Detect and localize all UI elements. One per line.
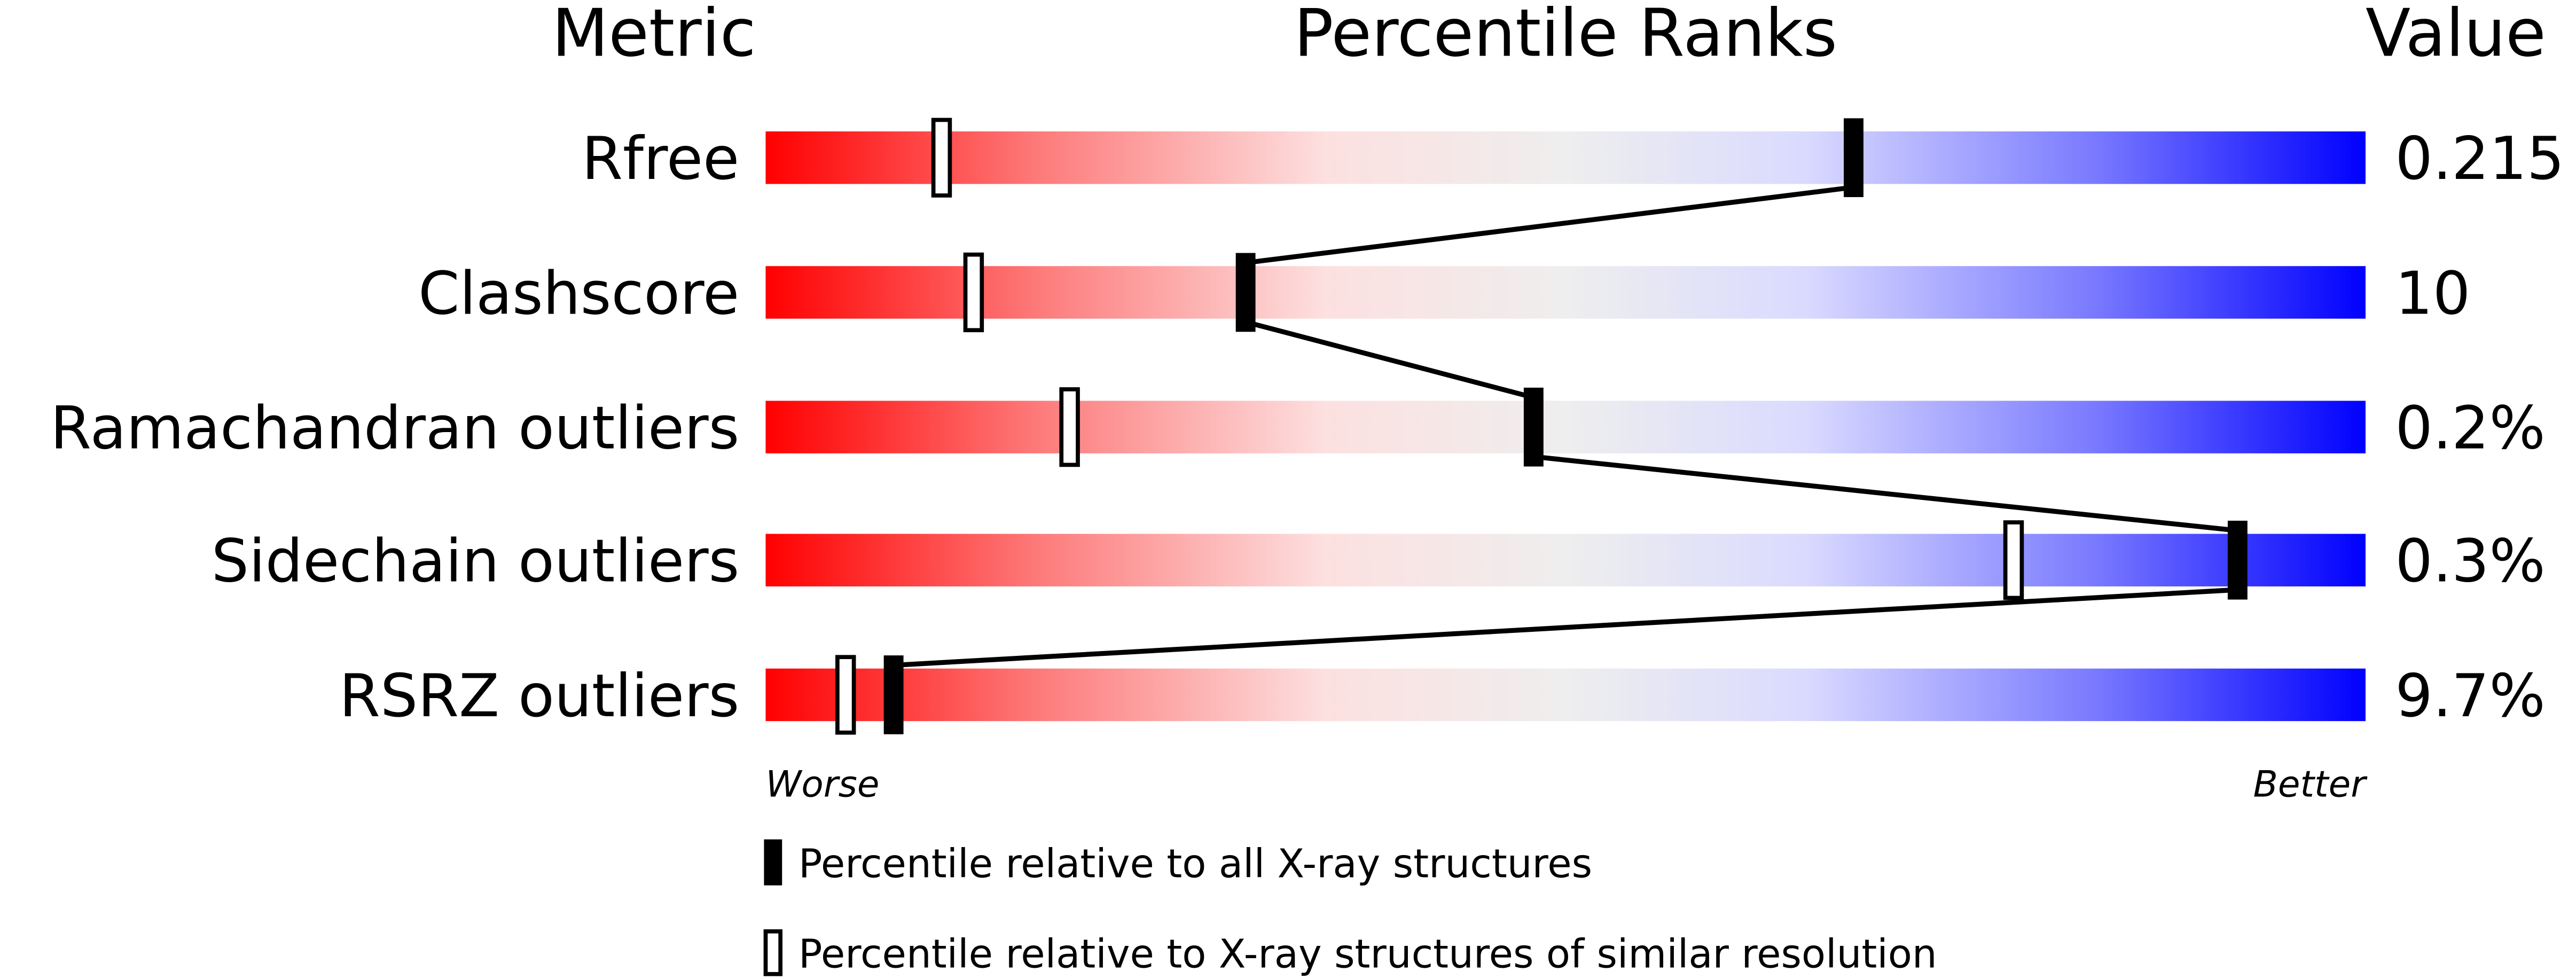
similar-resolution-marker (1059, 387, 1080, 467)
similar-resolution-marker (835, 655, 856, 735)
all-structures-marker (1523, 387, 1544, 467)
similar-resolution-marker (931, 118, 952, 198)
metric-label: Sidechain outliers (212, 527, 740, 596)
legend-all-label: Percentile relative to all X-ray structu… (798, 841, 1592, 887)
similar-resolution-marker (963, 252, 984, 333)
header-metric: Metric (552, 0, 756, 72)
axis-better-label: Better (2253, 763, 2368, 805)
metric-value: 9.7% (2395, 662, 2545, 731)
metric-value: 10 (2395, 259, 2470, 328)
all-structures-marker (883, 655, 904, 734)
percentile-bar (765, 534, 2366, 586)
metric-value: 0.2% (2395, 394, 2545, 463)
metric-label: Clashscore (418, 259, 739, 328)
percentile-bar (765, 131, 2366, 184)
metric-label: RSRZ outliers (339, 662, 739, 731)
all-structures-marker (1844, 118, 1864, 198)
metric-label: Ramachandran outliers (50, 394, 739, 463)
metric-value: 0.215 (2395, 124, 2564, 193)
legend-similar-label: Percentile relative to X-ray structures … (798, 931, 1937, 977)
all-structures-marker (2227, 520, 2248, 600)
header-percentile-ranks: Percentile Ranks (1294, 0, 1837, 72)
metric-label: Rfree (582, 124, 739, 193)
metric-value: 0.3% (2395, 527, 2545, 596)
percentile-bar (765, 266, 2366, 319)
header-value: Value (2366, 0, 2546, 72)
legend-open-marker-icon (763, 929, 783, 976)
legend-filled-marker-icon (764, 839, 782, 886)
all-structures-marker (1235, 253, 1256, 332)
percentile-bar (765, 401, 2366, 453)
similar-resolution-marker (2003, 520, 2024, 600)
percentile-bar (765, 668, 2366, 722)
axis-worse-label: Worse (765, 763, 879, 805)
